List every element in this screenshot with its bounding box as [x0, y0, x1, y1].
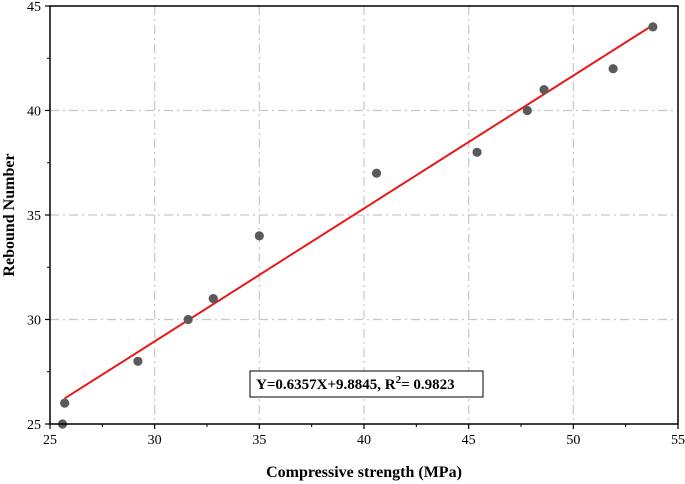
x-tick-label: 45 [462, 433, 476, 448]
y-tick-label: 45 [27, 0, 41, 15]
data-point [208, 294, 218, 304]
data-point [472, 147, 482, 157]
data-point [522, 105, 532, 116]
x-tick-label: 55 [671, 433, 685, 448]
data-point [539, 85, 549, 95]
data-point [648, 22, 658, 32]
x-tick-label: 40 [357, 433, 371, 448]
x-tick-label: 25 [43, 433, 57, 448]
data-point [608, 64, 618, 74]
x-tick-label: 50 [566, 433, 580, 448]
fit-line [64, 24, 654, 400]
data-point [254, 231, 264, 241]
x-axis-title: Compressive strength (MPa) [266, 464, 462, 481]
data-point [133, 356, 143, 366]
y-tick-label: 30 [27, 314, 41, 329]
grid [50, 6, 678, 424]
x-tick-label: 30 [148, 433, 162, 448]
data-point [60, 398, 70, 408]
y-axis-title: Rebound Number [1, 153, 18, 276]
equation-text: Y=0.6357X+9.8845, R2= 0.9823 [256, 374, 455, 393]
y-tick-label: 35 [27, 209, 41, 224]
y-tick-label: 40 [27, 105, 41, 120]
axis-ticks: 25 30 35 40 45 50 55 25 30 35 40 45 [27, 0, 685, 448]
data-point [371, 168, 382, 178]
data-points [57, 22, 658, 429]
fit-line-group [64, 24, 654, 400]
y-tick-label: 25 [27, 418, 41, 433]
equation-annotation: Y=0.6357X+9.8845, R2= 0.9823 [249, 370, 484, 398]
x-tick-label: 35 [252, 433, 266, 448]
data-point [183, 314, 193, 325]
equation-box [249, 370, 484, 398]
